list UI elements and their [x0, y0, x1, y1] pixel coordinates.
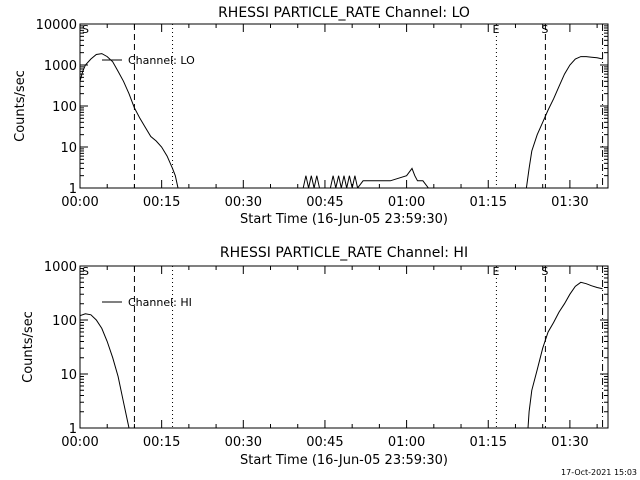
x-tick-label: 00:45 — [306, 435, 343, 450]
marker-label: E — [492, 265, 499, 278]
y-tick-label: 10 — [60, 368, 77, 383]
y-tick-label: 10 — [60, 141, 77, 156]
x-tick-label: 01:30 — [551, 435, 588, 450]
x-tick-label: 01:15 — [470, 195, 507, 210]
x-tick-label: 01:00 — [388, 195, 425, 210]
marker-label: S — [541, 265, 548, 278]
series-line — [527, 281, 603, 428]
chart-panel-hi: RHESSI PARTICLE_RATE Channel: HI Start Ti… — [21, 245, 609, 468]
corner-label: S — [82, 23, 89, 36]
plot-frame — [79, 23, 609, 189]
y-axis-label: Counts/sec — [21, 311, 36, 383]
x-axis-label: Start Time (16-Jun-05 23:59:30) — [240, 212, 448, 227]
series-line — [80, 313, 130, 428]
legend-label: Channel: HI — [128, 296, 192, 309]
x-tick-label: 01:00 — [388, 435, 425, 450]
marker-label: E — [492, 23, 499, 36]
y-tick-label: 1 — [69, 422, 77, 437]
y-tick-label: 1000 — [44, 260, 77, 275]
plot-frame — [79, 265, 609, 429]
x-tick-label: 00:30 — [225, 435, 262, 450]
chart-panel-lo: RHESSI PARTICLE_RATE Channel: LO Start Ti… — [13, 5, 609, 227]
chart-title: RHESSI PARTICLE_RATE Channel: LO — [218, 5, 470, 21]
y-tick-label: 100 — [52, 314, 77, 329]
y-axis-label: Counts/sec — [13, 70, 28, 142]
series-line — [80, 53, 179, 188]
y-tick-label: 1 — [69, 182, 77, 197]
x-tick-label: 00:45 — [306, 195, 343, 210]
x-tick-label: 00:00 — [61, 195, 98, 210]
series-line — [302, 167, 429, 188]
x-tick-label: 01:15 — [470, 435, 507, 450]
y-tick-label: 10000 — [36, 18, 77, 33]
y-tick-label: 100 — [52, 100, 77, 115]
marker-label: S — [541, 23, 548, 36]
x-tick-label: 01:30 — [551, 195, 588, 210]
corner-label: S — [82, 265, 89, 278]
y-tick-label: 1000 — [44, 59, 77, 74]
x-tick-label: 00:15 — [143, 195, 180, 210]
x-tick-label: 00:30 — [225, 195, 262, 210]
timestamp-label: 17-Oct-2021 15:03 — [561, 468, 637, 477]
x-tick-label: 00:15 — [143, 435, 180, 450]
x-tick-label: 00:00 — [61, 435, 98, 450]
legend-label: Channel: LO — [128, 54, 195, 67]
chart-title: RHESSI PARTICLE_RATE Channel: HI — [220, 245, 468, 261]
series-line — [525, 56, 603, 188]
x-axis-label: Start Time (16-Jun-05 23:59:30) — [240, 453, 448, 468]
